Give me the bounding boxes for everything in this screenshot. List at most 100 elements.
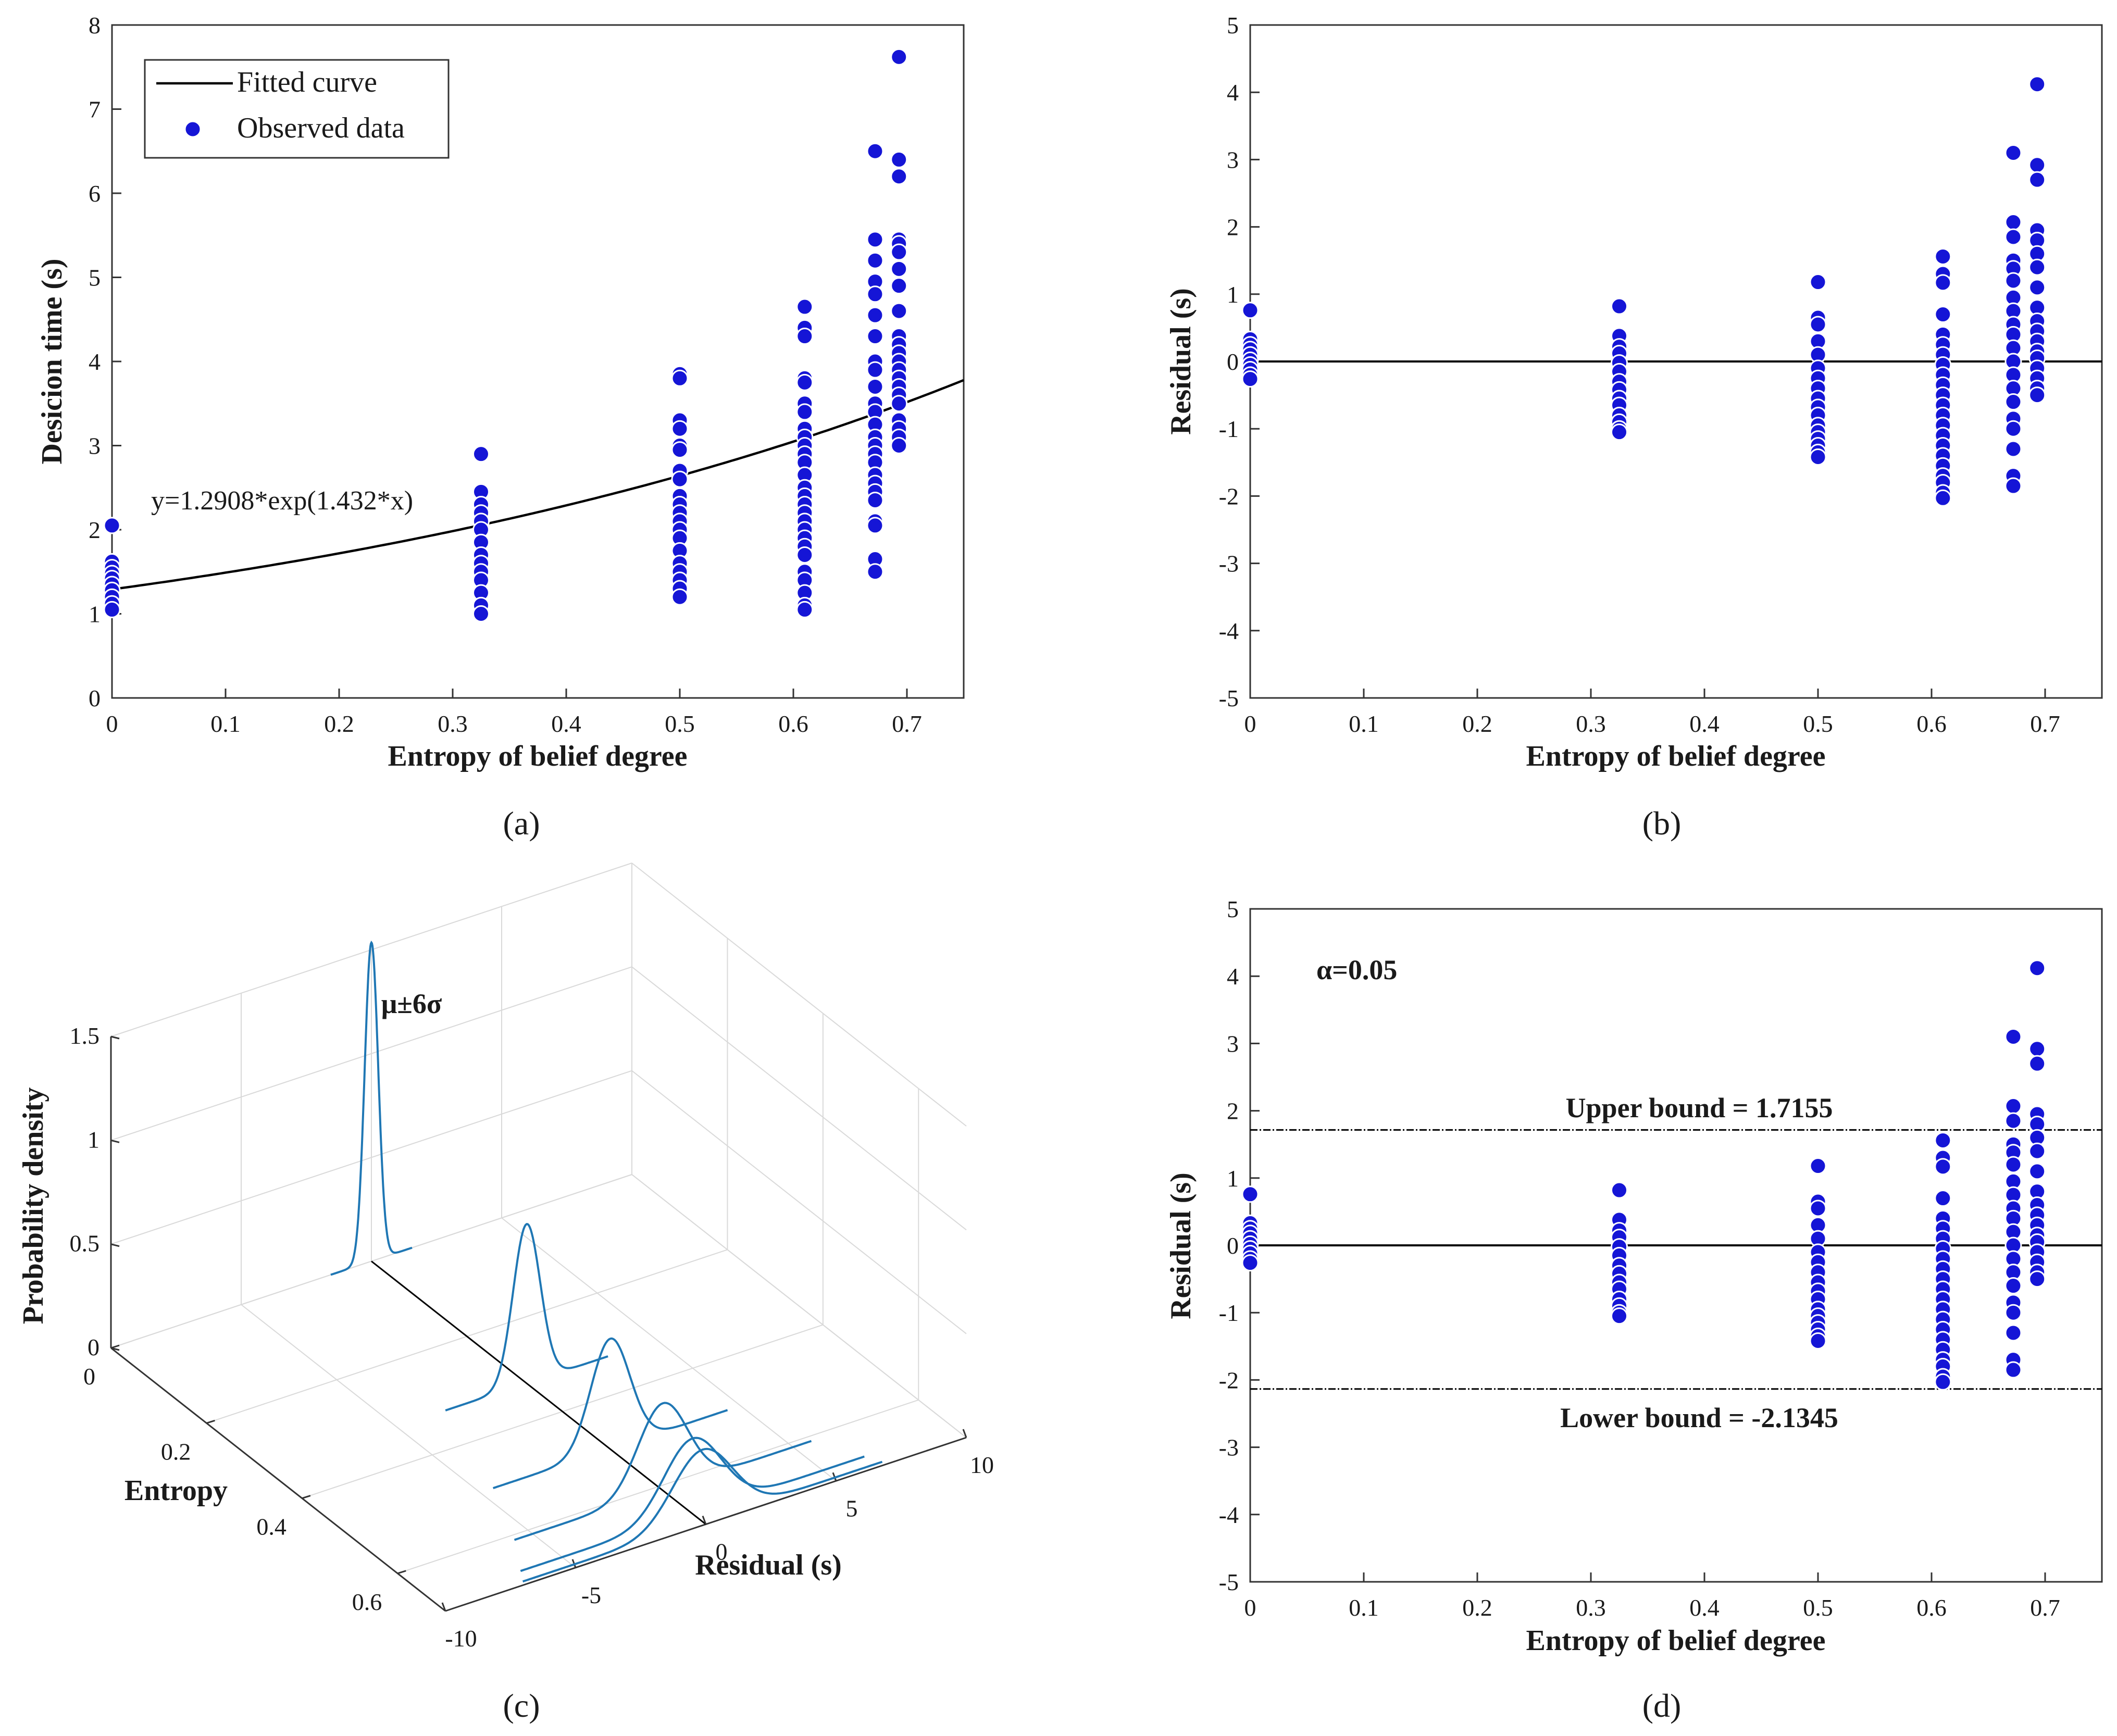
y-tick-label: 2 bbox=[89, 517, 101, 543]
data-point bbox=[866, 142, 884, 160]
data-point bbox=[671, 369, 689, 387]
y-tick-label: 4 bbox=[1227, 79, 1239, 106]
y-tick-label: -2 bbox=[1219, 483, 1239, 509]
x-tick-label: 0.5 bbox=[1803, 710, 1833, 737]
y-tick-label: -1 bbox=[1219, 416, 1239, 442]
y-tick-label: 7 bbox=[89, 96, 101, 123]
data-point bbox=[1809, 273, 1827, 291]
data-point bbox=[1934, 1373, 1952, 1391]
y-tick-label: 2 bbox=[1227, 214, 1239, 241]
data-point bbox=[2004, 1112, 2022, 1130]
y-tick-label: 0 bbox=[1227, 1232, 1239, 1259]
z-axis-label: Probability density bbox=[17, 1088, 49, 1325]
y-tick-label: 6 bbox=[89, 180, 101, 207]
upper-bound-label: Upper bound = 1.7155 bbox=[1566, 1092, 1833, 1123]
data-point bbox=[866, 361, 884, 379]
data-point bbox=[1241, 370, 1259, 388]
residual-tick-label: 5 bbox=[846, 1495, 858, 1521]
residual-tick-label: 10 bbox=[970, 1452, 994, 1478]
x-axis-label: Entropy of belief degree bbox=[388, 740, 688, 772]
y-tick-label: -3 bbox=[1219, 1434, 1239, 1461]
fit-equation-label: y=1.2908*exp(1.432*x) bbox=[151, 486, 413, 516]
z-tick-label: 1.5 bbox=[70, 1022, 100, 1049]
data-point bbox=[1934, 1158, 1952, 1176]
back-wall-grid-line bbox=[110, 1070, 632, 1245]
data-point bbox=[2028, 1055, 2046, 1072]
data-point bbox=[2004, 393, 2022, 411]
data-point bbox=[2004, 272, 2022, 290]
data-point bbox=[866, 563, 884, 581]
y-tick-label: 5 bbox=[1227, 896, 1239, 922]
data-point bbox=[890, 260, 908, 278]
y-tick-label: 5 bbox=[89, 265, 101, 291]
y-tick-label: 5 bbox=[1227, 12, 1239, 39]
x-tick-label: 0.1 bbox=[1349, 1594, 1379, 1621]
data-point bbox=[2028, 1163, 2046, 1180]
data-point bbox=[2028, 171, 2046, 189]
data-point bbox=[890, 277, 908, 295]
data-point bbox=[1809, 1332, 1827, 1350]
y-tick-label: -4 bbox=[1219, 618, 1239, 644]
data-point bbox=[866, 252, 884, 269]
panel-label-d: (d) bbox=[1642, 1687, 1682, 1724]
y-axis-label: Desicion time (s) bbox=[36, 258, 68, 464]
data-point bbox=[2004, 1361, 2022, 1379]
data-point bbox=[890, 302, 908, 320]
data-point bbox=[2004, 228, 2022, 246]
floor-grid-line bbox=[501, 1217, 837, 1482]
data-point bbox=[890, 151, 908, 168]
legend-fitted-curve-label: Fitted curve bbox=[237, 66, 377, 98]
data-point bbox=[2004, 477, 2022, 495]
y-tick-label: -1 bbox=[1219, 1300, 1239, 1326]
data-point bbox=[2028, 1270, 2046, 1288]
data-point bbox=[671, 441, 689, 459]
fitted-curve-line bbox=[111, 379, 964, 591]
side-wall-grid-line bbox=[631, 966, 967, 1231]
side-wall-grid-line bbox=[631, 1070, 967, 1334]
y-tick-label: -5 bbox=[1219, 685, 1239, 711]
y-tick-label: 4 bbox=[89, 348, 101, 375]
data-point bbox=[866, 285, 884, 303]
y-axis-label: Residual (s) bbox=[1165, 1172, 1197, 1319]
entropy-axis-label: Entropy bbox=[124, 1475, 228, 1507]
y-tick-label: -4 bbox=[1219, 1502, 1239, 1528]
x-tick-label: 0.6 bbox=[1916, 710, 1947, 737]
residual-tick-mark bbox=[702, 1515, 707, 1525]
residual-axis-label: Residual (s) bbox=[695, 1549, 842, 1581]
z-tick-mark bbox=[110, 1243, 120, 1247]
entropy-tick-label: 0.6 bbox=[352, 1589, 382, 1615]
mu-six-sigma-annotation: μ±6σ bbox=[381, 988, 442, 1019]
y-tick-label: 0 bbox=[1227, 348, 1239, 375]
panel-c-chart: 0 0.5 1 1.5 0 0.2 0.4 0.6 -10 -5 0 5 10 μ±6σ Probabi… bbox=[17, 863, 994, 1724]
zero-residual-floor-line bbox=[371, 1260, 706, 1525]
entropy-tick-mark bbox=[206, 1419, 215, 1424]
x-tick-label: 0.3 bbox=[1576, 710, 1606, 737]
data-point bbox=[2028, 386, 2046, 404]
data-point bbox=[1934, 306, 1952, 323]
data-point bbox=[1611, 1307, 1628, 1325]
y-tick-label: 1 bbox=[1227, 1165, 1239, 1192]
density-curve bbox=[330, 940, 413, 1276]
panel-label-c: (c) bbox=[503, 1687, 540, 1724]
data-point bbox=[1241, 1254, 1259, 1272]
data-point bbox=[2004, 1097, 2022, 1115]
data-point bbox=[890, 168, 908, 185]
y-tick-label: 8 bbox=[89, 12, 101, 39]
y-tick-label: -5 bbox=[1219, 1569, 1239, 1595]
data-point bbox=[890, 243, 908, 261]
data-point bbox=[866, 378, 884, 395]
density-curve bbox=[445, 1223, 608, 1412]
data-point bbox=[2004, 144, 2022, 161]
legend: Fitted curve Observed data bbox=[144, 59, 450, 159]
data-point bbox=[866, 231, 884, 248]
data-point bbox=[472, 605, 490, 622]
panel-label-b: (b) bbox=[1642, 805, 1682, 842]
data-point bbox=[671, 420, 689, 438]
entropy-tick-mark bbox=[110, 1344, 120, 1349]
data-point bbox=[1809, 316, 1827, 333]
y-axis-label: Residual (s) bbox=[1165, 288, 1197, 435]
entropy-tick-label: 0.2 bbox=[161, 1438, 191, 1465]
data-point bbox=[2004, 1028, 2022, 1045]
residual-tick-label: -10 bbox=[445, 1625, 477, 1652]
